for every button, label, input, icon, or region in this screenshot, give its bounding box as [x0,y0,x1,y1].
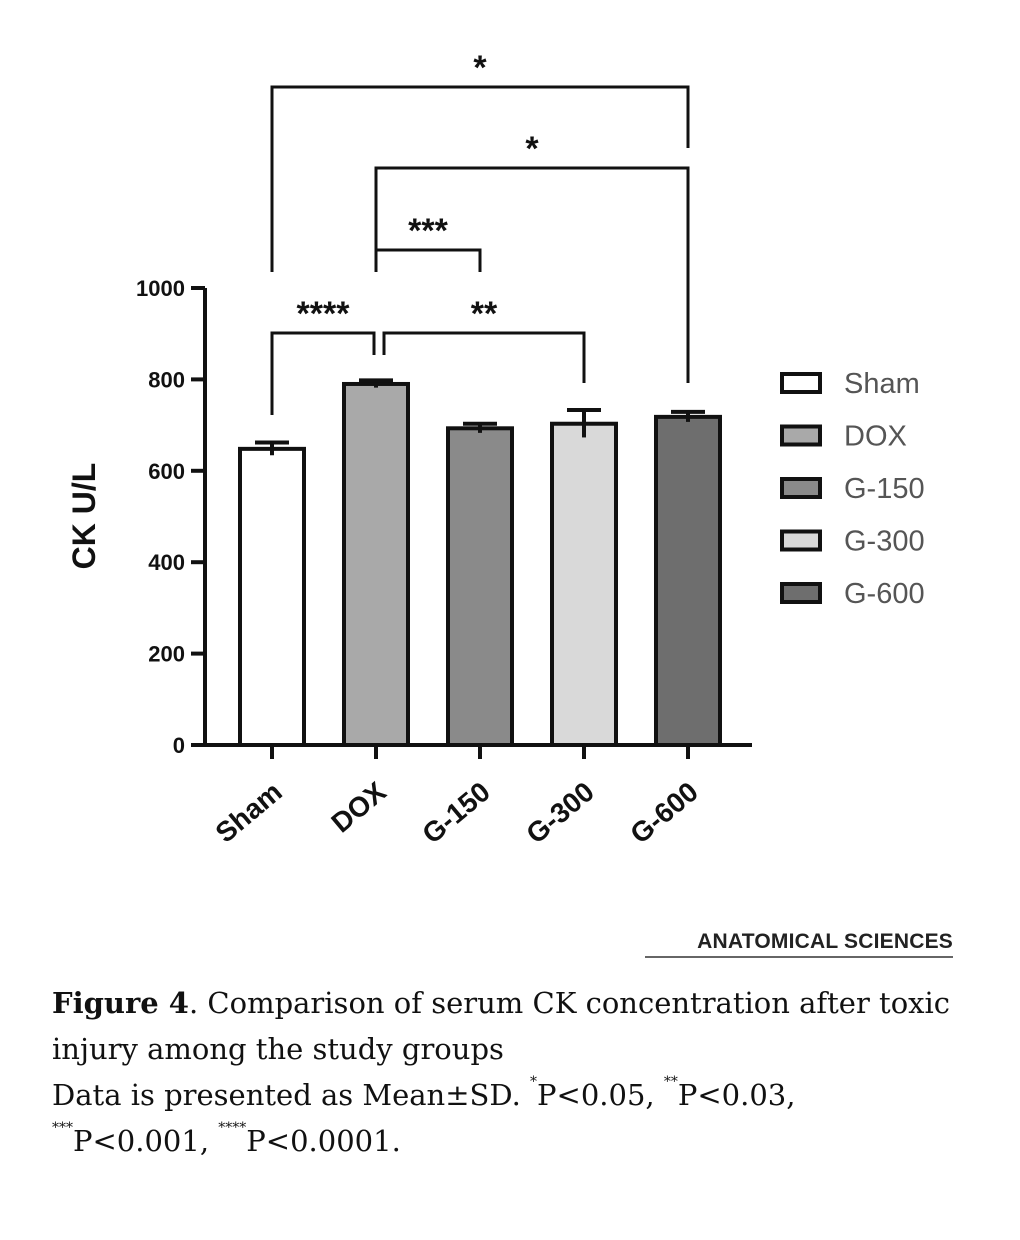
legend-label: G-300 [844,526,925,558]
legend-swatch [780,477,822,499]
y-tick-label: 800 [148,367,185,392]
legend-swatch [780,582,822,604]
legend-swatch [780,424,822,447]
significance-bracket [374,248,482,272]
significance-bracket [374,166,690,383]
y-tick-label: 600 [148,459,185,484]
footnote-marker: *** [52,1120,73,1136]
significance-label: *** [408,212,448,250]
bar-g-300 [550,421,618,747]
legend-swatch [780,372,822,394]
footnote-marker: **** [218,1120,247,1136]
bar-dox [342,381,410,747]
bar-sham [238,446,306,747]
legend-label: Sham [844,368,920,400]
y-tick-label: 0 [173,733,185,758]
x-tick-label: Sham [210,776,288,849]
footnote-text: P<0.05, [537,1078,664,1112]
legend-label: G-150 [844,473,925,505]
legend: Sham DOX G-150 G-300 G-600 [780,368,925,610]
significance-label: * [525,130,539,168]
footnote-text: P<0.0001. [246,1124,401,1158]
legend-label: DOX [844,421,907,453]
caption-title-text: . Comparison of serum CK concentration a… [52,986,951,1066]
significance-bracket [270,331,376,415]
footnote-marker: ** [663,1074,678,1090]
caption-title: Figure 4. Comparison of serum CK concent… [52,980,957,1072]
significance-label: ** [471,295,498,333]
plot-area: 0 200 400 600 800 1000 Sham DOX G-150 G-300 G-600 *… [136,49,752,850]
legend-label: G-600 [844,578,925,610]
significance-label: * [473,49,487,87]
x-tick-label: G-150 [416,776,496,850]
figure-label: Figure 4 [52,986,189,1020]
x-tick-label: G-300 [520,776,600,850]
y-tick-label: 400 [148,550,185,575]
y-tick-label: 1000 [136,276,185,301]
x-tick-label: G-600 [624,776,704,850]
footnote-text: P<0.001, [73,1124,219,1158]
journal-logo: ANATOMICAL SCIENCES [645,930,953,958]
significance-label: **** [297,295,351,333]
caption-note-lead: Data is presented as Mean±SD. [52,1078,531,1112]
bar-g-150 [446,426,514,747]
y-axis-label: CK U/L [66,463,102,570]
x-tick-label: DOX [325,776,392,839]
y-tick-label: 200 [148,642,185,667]
figure-caption: Figure 4. Comparison of serum CK concent… [52,980,957,1164]
legend-swatch [780,529,822,552]
footnote-text: P<0.03, [677,1078,796,1112]
significance-bracket [382,331,586,383]
bar-chart: CK U/L 0 200 400 600 800 1000 Sham DOX G-150 G-30… [66,49,925,850]
caption-note: Data is presented as Mean±SD. *P<0.05, *… [52,1072,957,1164]
footnote-marker: * [530,1074,538,1090]
significance-bracket [270,85,690,272]
bar-g-600 [654,414,722,747]
